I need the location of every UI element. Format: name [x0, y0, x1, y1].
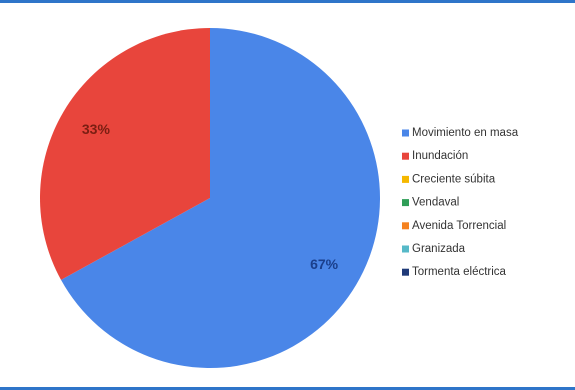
- legend-swatch-granizada: [402, 245, 409, 253]
- legend-label-movimiento-en-masa: Movimiento en masa: [412, 127, 519, 139]
- legend-swatch-vendaval: [402, 199, 409, 207]
- data-label-inundacion: 33%: [82, 121, 111, 137]
- legend-item-avenida-torrencial: Avenida Torrencial: [402, 220, 506, 232]
- legend-item-tormenta-electrica: Tormenta eléctrica: [402, 266, 507, 278]
- legend: Movimiento en masa Inundación Creciente sú…: [402, 127, 519, 278]
- pie-slice-movimiento-en-masa: [61, 27, 381, 368]
- legend-item-vendaval: Vendaval: [402, 197, 459, 209]
- legend-swatch-tormenta-electrica: [402, 268, 409, 276]
- pie-chart: 67% 33% Movimiento en masa Inundación Creci…: [40, 27, 519, 368]
- legend-item-movimiento-en-masa: Movimiento en masa: [402, 127, 519, 139]
- legend-label-inundacion: Inundación: [412, 150, 468, 162]
- pie-slice-labels: 67% 33%: [82, 121, 339, 272]
- pie-slice-inundacion: [40, 28, 210, 280]
- legend-swatch-inundacion: [402, 152, 409, 160]
- legend-label-tormenta-electrica: Tormenta eléctrica: [412, 266, 507, 278]
- legend-label-creciente-subita: Creciente súbita: [412, 173, 496, 185]
- legend-swatch-creciente-subita: [402, 175, 409, 183]
- legend-label-avenida-torrencial: Avenida Torrencial: [412, 220, 506, 232]
- legend-label-granizada: Granizada: [412, 243, 466, 255]
- pie-slices: [40, 27, 381, 368]
- legend-label-vendaval: Vendaval: [412, 197, 459, 209]
- data-label-movimiento-en-masa: 67%: [310, 256, 339, 272]
- legend-item-granizada: Granizada: [402, 243, 466, 255]
- legend-item-creciente-subita: Creciente súbita: [402, 173, 496, 185]
- legend-swatch-avenida-torrencial: [402, 222, 409, 230]
- legend-item-inundacion: Inundación: [402, 150, 468, 162]
- legend-swatch-movimiento-en-masa: [402, 129, 409, 137]
